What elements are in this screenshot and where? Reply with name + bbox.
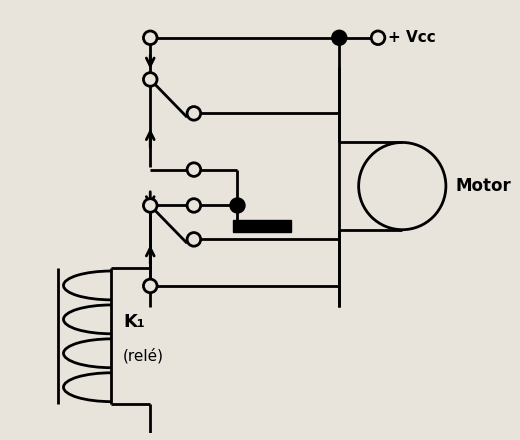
Circle shape [371,31,385,44]
Circle shape [187,233,201,246]
Text: + Vcc: + Vcc [388,30,435,45]
Text: Motor: Motor [456,177,511,195]
Circle shape [187,199,201,212]
Circle shape [144,279,157,293]
Circle shape [144,73,157,86]
Circle shape [144,31,157,44]
Circle shape [187,163,201,176]
Circle shape [187,106,201,120]
Circle shape [144,199,157,212]
Bar [232,220,291,231]
Circle shape [332,31,346,44]
Circle shape [231,199,244,212]
Text: (relé): (relé) [123,348,164,363]
Text: K₁: K₁ [123,313,145,331]
